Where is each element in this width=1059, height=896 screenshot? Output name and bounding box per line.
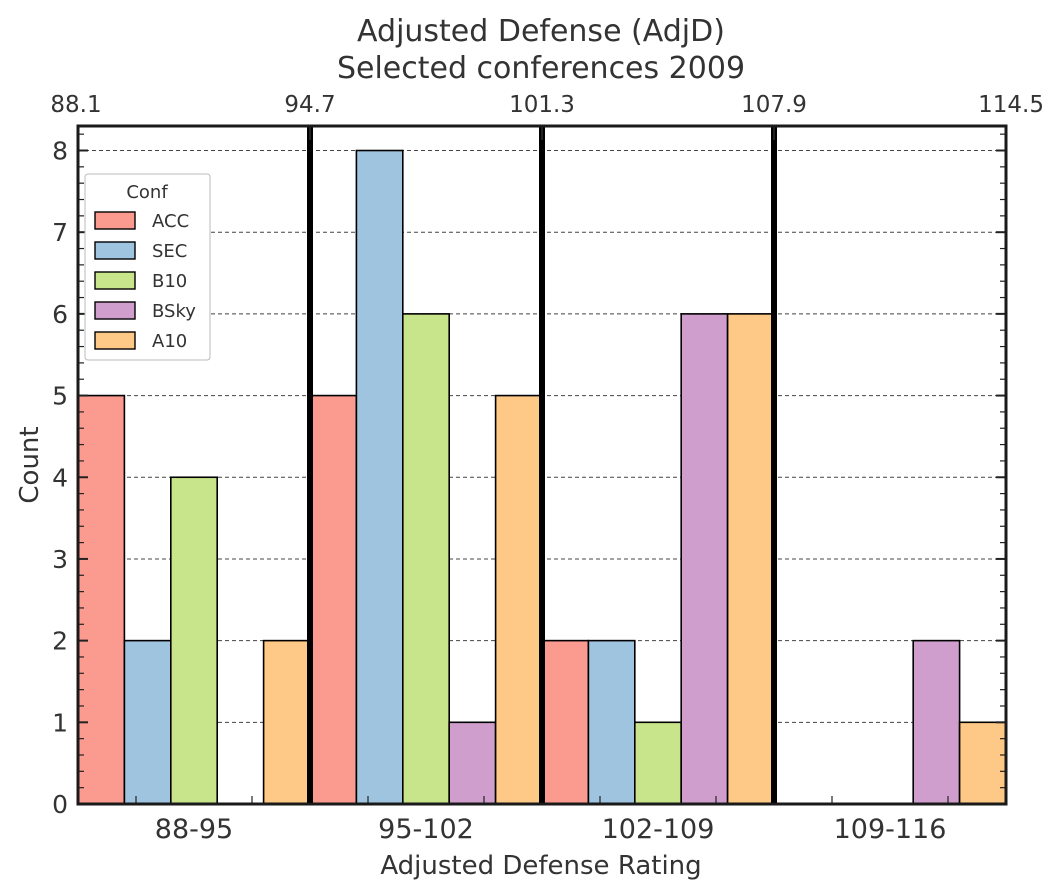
x-tick-label: 109-116 — [834, 814, 947, 845]
legend-label: SEC — [152, 241, 187, 262]
bar-bsky-95-102 — [448, 721, 497, 805]
x-tick-label: 88-95 — [155, 814, 233, 845]
y-tick-label: 3 — [52, 545, 68, 574]
y-tick-label: 0 — [52, 790, 68, 819]
bars — [77, 149, 1007, 805]
bar-a10-88-95 — [262, 639, 311, 805]
bar-acc-95-102 — [309, 394, 358, 805]
y-tick-label: 8 — [52, 137, 68, 166]
legend-label: A10 — [152, 331, 187, 352]
plot-frame — [76, 124, 1008, 806]
y-tick-label: 6 — [52, 300, 68, 329]
x-tick-label: 95-102 — [378, 814, 474, 845]
y-tick-label: 1 — [52, 708, 68, 737]
legend-swatch — [94, 271, 136, 290]
y-tick-label: 2 — [52, 627, 68, 656]
bar-b10-95-102 — [401, 313, 450, 805]
bar-acc-102-109 — [541, 639, 590, 805]
legend-title: Conf — [126, 182, 168, 203]
bar-sec-95-102 — [355, 149, 404, 805]
bar-sec-88-95 — [123, 639, 172, 805]
legend-swatch — [94, 241, 136, 260]
y-tick-label: 5 — [52, 382, 68, 411]
top-tick-label: 114.5 — [978, 92, 1044, 118]
top-tick-labels: 88.1 94.7 101.3 107.9 114.5 — [50, 92, 1044, 118]
y-tick-label: 4 — [52, 463, 68, 492]
bin-dividers — [307, 126, 777, 804]
legend-label: B10 — [152, 271, 187, 292]
legend-item-a10: A10 — [94, 331, 187, 352]
legend: Conf ACC SEC B10 BSky A10 — [84, 173, 211, 361]
legend-label: ACC — [152, 211, 189, 232]
x-tick-label: 102-109 — [602, 814, 715, 845]
bar-a10-102-109 — [726, 313, 775, 805]
x-tick-labels: 88-95 95-102 102-109 109-116 — [155, 814, 947, 845]
bar-bsky-102-109 — [680, 313, 729, 805]
top-tick-label: 88.1 — [50, 92, 101, 118]
y-tick-label: 7 — [52, 218, 68, 247]
y-tick-labels: 0 1 2 3 4 5 6 7 8 — [52, 137, 68, 819]
legend-label: BSky — [152, 301, 196, 322]
y-axis-label: Count — [15, 426, 45, 503]
legend-item-sec: SEC — [94, 241, 187, 262]
top-tick-label: 107.9 — [741, 92, 807, 118]
bar-a10-95-102 — [494, 394, 543, 805]
x-axis-label: Adjusted Defense Rating — [380, 851, 701, 881]
bar-sec-102-109 — [587, 639, 636, 805]
bar-b10-88-95 — [170, 476, 219, 805]
legend-item-bsky: BSky — [94, 301, 196, 322]
top-tick-label: 101.3 — [509, 92, 575, 118]
chart-subtitle: Selected conferences 2009 — [337, 51, 745, 86]
chart-title: Adjusted Defense (AdjD) — [357, 14, 725, 49]
bar-acc-88-95 — [77, 394, 126, 805]
legend-item-acc: ACC — [94, 211, 189, 232]
legend-item-b10: B10 — [94, 271, 187, 292]
bar-b10-102-109 — [633, 721, 682, 805]
bar-a10-109-116 — [958, 721, 1007, 805]
bar-bsky-109-116 — [912, 639, 961, 805]
legend-swatch — [94, 301, 136, 320]
legend-swatch — [94, 211, 136, 230]
legend-swatch — [94, 331, 136, 350]
top-tick-label: 94.7 — [284, 92, 335, 118]
